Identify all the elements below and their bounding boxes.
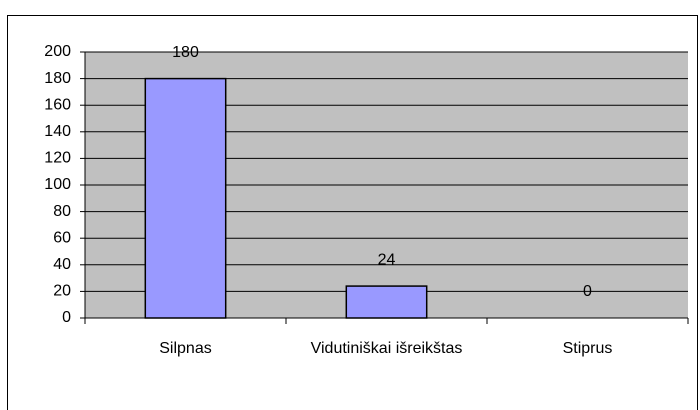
bar xyxy=(345,285,428,319)
y-tick-label: 180 xyxy=(44,70,71,87)
y-tick-label: 120 xyxy=(44,150,71,167)
data-label: 0 xyxy=(583,283,592,300)
y-tick-label: 20 xyxy=(53,283,71,300)
x-tick-label: Vidutiniškai išreikštas xyxy=(310,340,463,357)
y-tick-label: 80 xyxy=(53,203,71,220)
bar xyxy=(144,77,227,319)
y-tick-label: 60 xyxy=(53,229,71,246)
y-tick-label: 200 xyxy=(44,43,71,60)
y-tick-label: 100 xyxy=(44,176,71,193)
y-tick-label: 140 xyxy=(44,123,71,140)
x-tick-label: Stiprus xyxy=(562,340,613,357)
y-tick-label: 160 xyxy=(44,96,71,113)
data-label: 24 xyxy=(378,251,396,268)
y-tick-label: 40 xyxy=(53,256,71,273)
y-tick-label: 0 xyxy=(62,309,71,326)
data-label: 180 xyxy=(172,44,199,61)
x-tick-label: Silpnas xyxy=(159,340,212,357)
